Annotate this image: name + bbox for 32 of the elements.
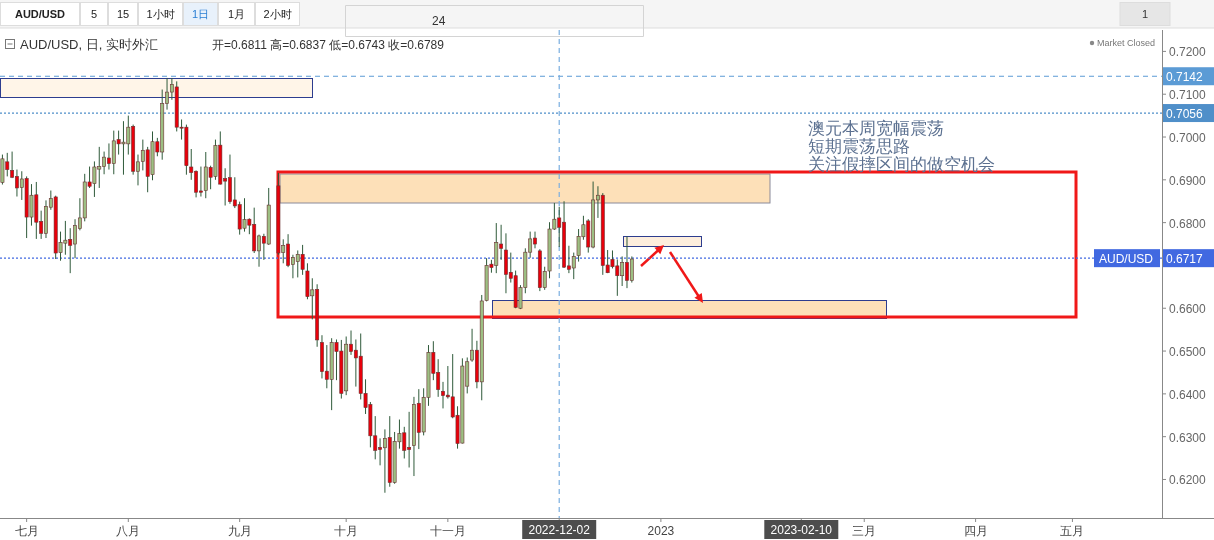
x-tick-label: 五月 — [1060, 524, 1085, 538]
y-tick-label: 0.7100 — [1169, 88, 1207, 103]
x-tick-label: 九月 — [227, 524, 252, 538]
x-tick-label: 三月 — [852, 524, 877, 538]
y-tick-label: 0.6900 — [1169, 173, 1207, 188]
x-tick-label: 八月 — [116, 524, 141, 538]
y-tick-label: 0.6500 — [1169, 345, 1207, 360]
ref-line-label: 0.7056 — [1166, 107, 1204, 122]
x-tick-label: 四月 — [963, 524, 988, 538]
text: AUD/USD, 日, 实时外汇 — [20, 37, 158, 52]
y-tick-label: 0.6800 — [1169, 216, 1207, 231]
y-tick-label: 0.6600 — [1169, 302, 1207, 317]
ref-line-label: 0.6717 — [1166, 252, 1204, 267]
annotation: 短期震荡思路 — [808, 137, 910, 156]
y-tick-label: 0.7000 — [1169, 131, 1207, 146]
text: 开=0.6811 高=0.6837 低=0.6743 收=0.6789 — [212, 38, 445, 52]
ref-line-label: 0.7142 — [1166, 70, 1204, 85]
y-tick-label: 0.7200 — [1169, 45, 1207, 60]
annotation: AUD/USD — [1099, 252, 1154, 267]
x-tick-label: 2023-02-10 — [770, 523, 833, 537]
y-tick-label: 0.6400 — [1169, 387, 1207, 402]
annotation: 关注假摔区间的做空机会 — [808, 155, 995, 174]
x-tick-label: 十月 — [334, 524, 359, 538]
annotation: Market Closed — [1097, 38, 1156, 48]
x-tick-label: 2023 — [647, 524, 675, 538]
x-tick-label: 七月 — [14, 524, 39, 538]
x-tick-label: 十一月 — [429, 524, 466, 538]
x-tick-label: 2022-12-02 — [528, 523, 591, 537]
y-tick-label: 0.6300 — [1169, 430, 1207, 445]
y-tick-label: 0.6200 — [1169, 473, 1207, 488]
picture-drawing-toolbar: 24 — [345, 5, 644, 37]
annotation: 澳元本周宽幅震荡 — [808, 119, 944, 138]
